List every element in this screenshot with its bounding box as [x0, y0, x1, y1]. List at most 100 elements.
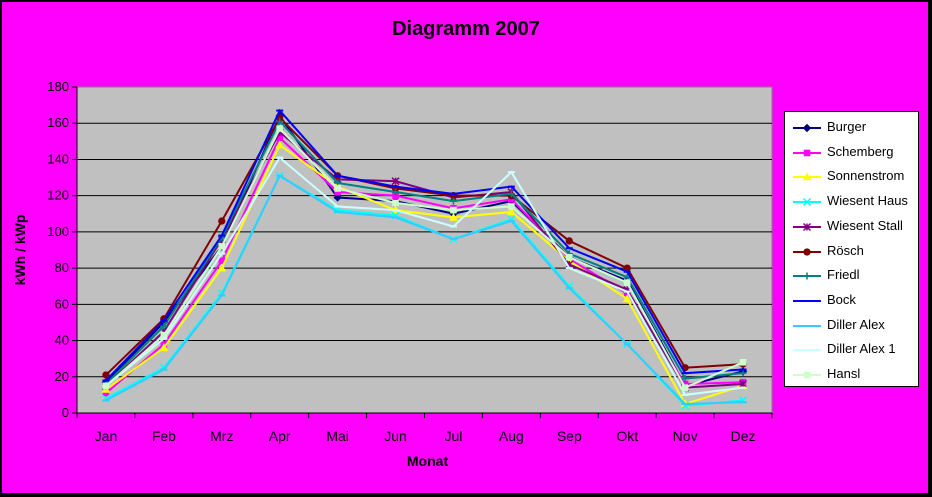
legend-item: Schemberg: [791, 143, 917, 163]
data-point: [565, 253, 573, 261]
legend-swatch: [793, 247, 821, 256]
data-point: [160, 322, 168, 330]
data-point: [802, 222, 812, 231]
data-point: [681, 375, 689, 383]
data-point: [803, 272, 811, 280]
legend-swatch: [793, 149, 821, 156]
data-point: [739, 369, 747, 377]
legend-label: Rösch: [827, 242, 864, 258]
data-point: [803, 149, 811, 156]
y-tick-label: 20: [55, 369, 69, 384]
series-10: [102, 125, 747, 391]
x-tick-label: Nov: [673, 428, 698, 444]
x-tick-label: Sep: [557, 428, 582, 444]
data-point: [450, 206, 457, 214]
y-axis-label: kWh / kWp: [12, 214, 28, 286]
data-point: [334, 185, 341, 192]
legend-label: Diller Alex: [827, 316, 885, 332]
legend-swatch: [793, 324, 821, 327]
legend-label: Wiesent Stall: [827, 217, 903, 233]
series-line: [105, 108, 744, 382]
x-tick-label: Aug: [499, 428, 524, 444]
series-lines: [101, 108, 748, 410]
data-point: [802, 123, 812, 133]
data-point: [623, 279, 631, 286]
x-tick-label: Jun: [384, 428, 407, 444]
legend-item: Sonnenstrom: [791, 167, 917, 187]
legend-label: Bock: [827, 291, 856, 307]
data-point: [276, 125, 284, 132]
legend-swatch: [793, 299, 821, 302]
data-point: [333, 193, 342, 202]
series-line: [105, 143, 744, 406]
y-tick-label: 180: [47, 79, 69, 94]
data-point: [622, 294, 632, 303]
data-point: [507, 207, 516, 216]
chart-title: Diagramm 2007: [392, 18, 540, 40]
data-point: [275, 140, 285, 149]
legend-item: Rösch: [791, 242, 917, 262]
plot-background: [76, 86, 773, 414]
y-tick-label: 60: [55, 296, 69, 311]
data-point: [102, 382, 110, 390]
data-point: [218, 217, 226, 225]
legend-label: Burger: [827, 119, 867, 134]
legend-swatch: [793, 198, 821, 207]
grid-lines: [77, 122, 772, 378]
legend-label: Wiesent Haus: [827, 193, 908, 209]
legend-swatch: [793, 222, 821, 231]
data-point: [507, 190, 515, 198]
data-point: [681, 384, 689, 391]
legend-label: Diller Alex 1: [827, 341, 896, 357]
series-line: [105, 116, 744, 376]
y-tick-label: 120: [47, 188, 69, 203]
series-8: [102, 174, 747, 405]
data-point: [802, 172, 812, 181]
legend-label: Schemberg: [827, 143, 894, 159]
x-tick-label: Mrz: [210, 428, 233, 444]
legend-label: Hansl: [827, 366, 861, 381]
data-point: [392, 199, 399, 207]
data-point: [392, 188, 400, 196]
data-point: [449, 212, 458, 221]
series-7: [102, 108, 747, 382]
x-tick-label: Jul: [445, 428, 463, 444]
legend-item: Wiesent Stall: [791, 217, 917, 237]
data-point: [391, 177, 400, 186]
legend-item: Diller Alex: [791, 316, 917, 336]
data-point: [739, 379, 748, 389]
data-point: [802, 198, 812, 207]
x-tick-label: Apr: [269, 428, 291, 444]
data-point: [803, 247, 811, 256]
y-tick-label: 0: [62, 405, 69, 420]
legend-swatch: [793, 272, 821, 280]
y-tick-label: 40: [55, 333, 69, 348]
series-6: [102, 117, 747, 388]
series-line: [105, 156, 744, 396]
series-line: [105, 174, 744, 405]
legend-swatch: [793, 172, 821, 181]
legend: Burger Schemberg Sonnenstrom Wiesent Haus Wi…: [784, 111, 919, 387]
legend-label: Sonnenstrom: [827, 168, 905, 184]
y-tick-label: 80: [55, 260, 69, 275]
legend-item: Hansl: [791, 365, 917, 385]
legend-item: Bock: [791, 291, 917, 311]
y-tick-label: 140: [47, 151, 69, 166]
data-point: [508, 203, 515, 210]
x-tick-label: Mai: [326, 428, 349, 444]
x-axis-label: Monat: [406, 453, 449, 469]
series-line: [105, 126, 744, 389]
series-line: [105, 119, 744, 385]
legend-swatch: [793, 349, 821, 352]
data-point: [217, 263, 227, 272]
data-point: [565, 237, 573, 245]
data-point: [160, 331, 168, 339]
data-point: [102, 371, 110, 379]
data-point: [159, 343, 169, 352]
legend-item: Wiesent Haus: [791, 192, 917, 212]
legend-item: Burger: [791, 118, 917, 138]
data-point: [276, 117, 284, 125]
x-tick-label: Feb: [152, 428, 176, 444]
y-tick-label: 100: [47, 224, 69, 239]
legend-swatch: [793, 371, 821, 379]
